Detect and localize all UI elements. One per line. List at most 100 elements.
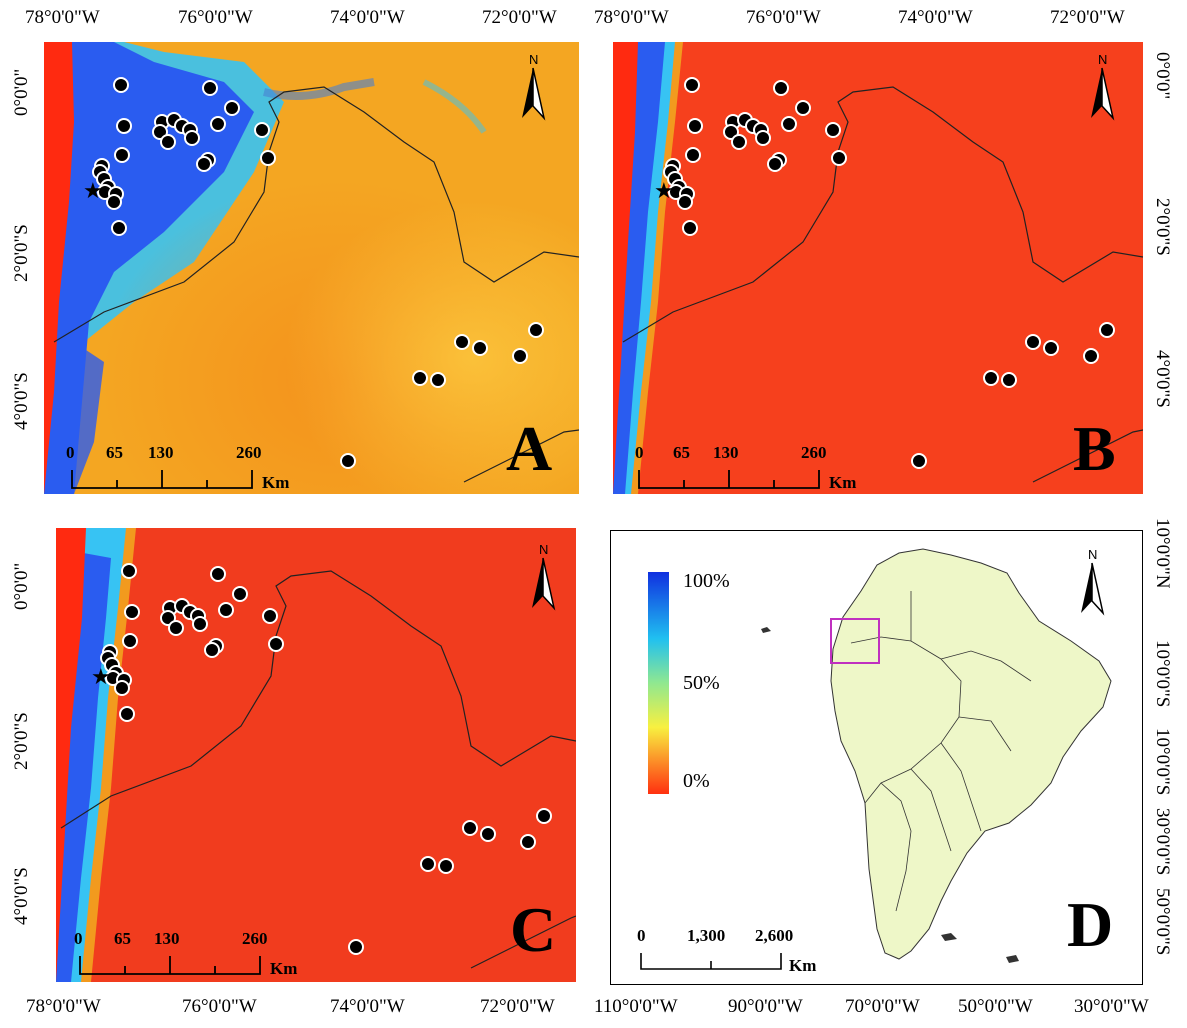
occurrence-point — [520, 834, 536, 850]
north-arrow: N — [528, 542, 558, 612]
north-arrow-icon — [1091, 67, 1115, 121]
scale-unit: Km — [262, 473, 290, 492]
occurrence-point — [773, 80, 789, 96]
scale-unit: Km — [829, 473, 857, 492]
occurrence-point — [160, 134, 176, 150]
star-marker: ★ — [654, 178, 674, 203]
legend-bar — [648, 572, 669, 794]
scale-tick: 65 — [106, 443, 123, 462]
occurrence-point — [682, 220, 698, 236]
occurrence-point — [224, 100, 240, 116]
occurrence-point — [420, 856, 436, 872]
continent-shape — [830, 548, 1112, 960]
lon-label: 72°0'0"W — [1050, 7, 1125, 28]
lon-label: 110°0'0"W — [594, 996, 678, 1017]
scale-bar — [638, 470, 820, 489]
south-america-map — [761, 548, 1112, 963]
scale-tick: 0 — [66, 443, 75, 462]
legend-label: 50% — [683, 672, 720, 694]
border-line — [60, 570, 576, 829]
occurrence-point — [480, 826, 496, 842]
occurrence-point — [348, 939, 364, 955]
lat-label: 0°0'0" — [1152, 52, 1173, 100]
scale-tick: 65 — [114, 929, 131, 948]
country-border — [880, 591, 1032, 912]
lon-label: 74°0'0"W — [330, 996, 405, 1017]
occurrence-point — [731, 134, 747, 150]
lon-label: 78°0'0"W — [26, 996, 101, 1017]
north-arrow: N — [518, 52, 548, 122]
occurrence-point — [196, 156, 212, 172]
border-line — [470, 915, 576, 969]
occurrence-point — [911, 453, 927, 469]
lat-label: 10°0'0"N — [1152, 518, 1173, 589]
raster-map-c: ★ — [56, 528, 576, 982]
scale-tick: 0 — [635, 443, 644, 462]
border-line — [1032, 429, 1143, 483]
occurrence-point — [795, 100, 811, 116]
lon-label: 76°0'0"W — [746, 7, 821, 28]
lon-label: 76°0'0"W — [178, 7, 253, 28]
occurrence-point — [685, 147, 701, 163]
occurrence-point — [1099, 322, 1115, 338]
occurrence-point — [168, 620, 184, 636]
occurrence-point — [218, 602, 234, 618]
map-panel-b: ★ N B 0 65 130 260 Km — [613, 42, 1143, 494]
scale-tick: 0 — [74, 929, 83, 948]
occurrence-point — [687, 118, 703, 134]
scale-tick: 0 — [637, 926, 646, 945]
occurrence-point — [111, 220, 127, 236]
occurrence-point — [202, 80, 218, 96]
occurrence-point — [210, 116, 226, 132]
occurrence-point — [262, 608, 278, 624]
occurrence-point — [781, 116, 797, 132]
map-panel-a: ★ N A 0 65 130 260 Km — [44, 42, 579, 494]
lon-label: 76°0'0"W — [182, 996, 257, 1017]
panel-letter: C — [510, 894, 557, 965]
occurrence-point — [340, 453, 356, 469]
occurrence-point — [204, 642, 220, 658]
occurrence-point — [412, 370, 428, 386]
scale-tick: 130 — [148, 443, 174, 462]
occurrence-point — [528, 322, 544, 338]
occurrence-point — [232, 586, 248, 602]
lat-label: 50°0'0"S — [1152, 888, 1173, 956]
occurrence-point — [106, 194, 122, 210]
north-arrow-icon — [1081, 562, 1105, 616]
lat-label: 10°0'0"S — [1152, 640, 1173, 708]
legend-label: 0% — [683, 770, 710, 792]
lat-label: 30°0'0"S — [1152, 808, 1173, 876]
scale-tick: 2,600 — [755, 926, 794, 945]
occurrence-point — [254, 122, 270, 138]
lon-label: 78°0'0"W — [25, 7, 100, 28]
occurrence-point — [430, 372, 446, 388]
country-border — [850, 636, 962, 804]
study-area-box — [830, 618, 880, 664]
lat-label: 2°0'0"S — [11, 712, 32, 770]
lat-label: 2°0'0"S — [11, 224, 32, 282]
occurrence-point — [1001, 372, 1017, 388]
north-arrow: N — [1087, 52, 1117, 122]
lat-label: 2°0'0"S — [1152, 198, 1173, 256]
lon-label: 30°0'0"W — [1074, 996, 1149, 1017]
lon-label: 78°0'0"W — [594, 7, 669, 28]
occurrence-point — [184, 130, 200, 146]
occurrence-point — [114, 680, 130, 696]
occurrence-point — [825, 122, 841, 138]
scale-unit: Km — [789, 956, 817, 975]
occurrence-point — [121, 563, 137, 579]
occurrence-point — [113, 77, 129, 93]
scale-tick: 130 — [154, 929, 180, 948]
occurrence-point — [677, 194, 693, 210]
lon-label: 72°0'0"W — [480, 996, 555, 1017]
lon-label: 90°0'0"W — [728, 996, 803, 1017]
occurrence-point — [536, 808, 552, 824]
occurrence-point — [767, 156, 783, 172]
star-marker: ★ — [91, 664, 111, 689]
occurrence-point — [114, 147, 130, 163]
panel-letter: B — [1073, 413, 1116, 484]
legend-label: 100% — [683, 570, 730, 592]
occurrence-point — [210, 566, 226, 582]
scale-tick: 260 — [236, 443, 262, 462]
lon-label: 74°0'0"W — [898, 7, 973, 28]
